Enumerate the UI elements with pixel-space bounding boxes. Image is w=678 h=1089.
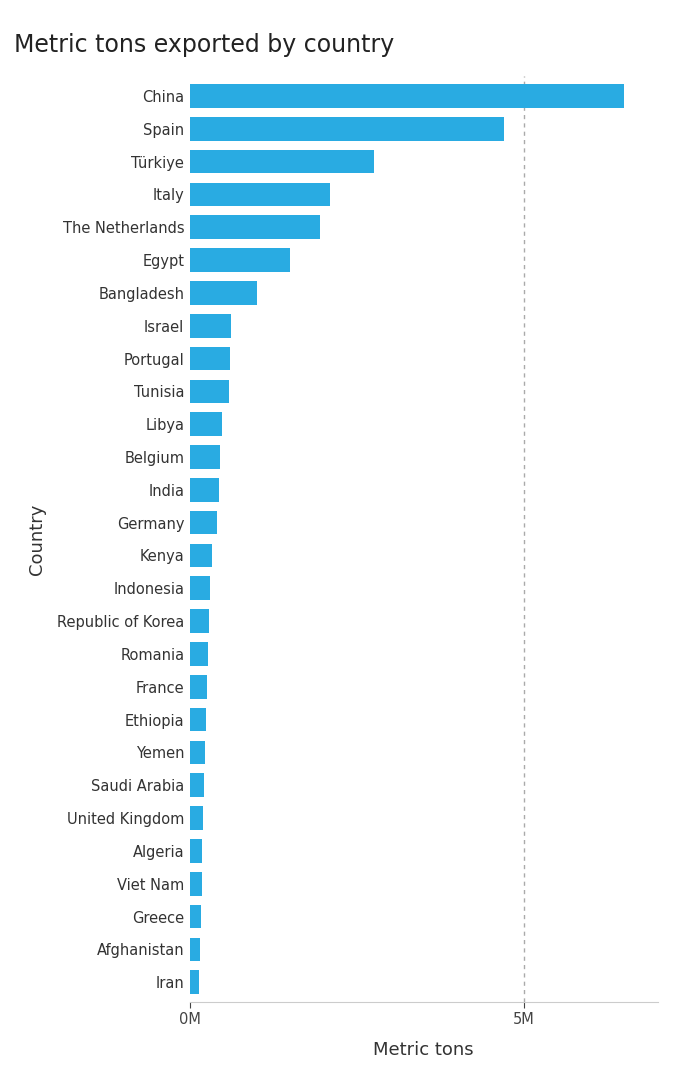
Bar <box>190 839 202 862</box>
Bar <box>190 314 231 338</box>
Y-axis label: Country: Country <box>28 503 46 575</box>
Bar <box>190 543 212 567</box>
Bar <box>190 380 228 403</box>
Bar <box>190 610 209 633</box>
Bar <box>190 248 290 272</box>
Bar <box>190 938 199 962</box>
Bar <box>190 576 210 600</box>
Bar <box>190 905 201 928</box>
Bar <box>190 806 203 830</box>
Bar <box>190 413 222 436</box>
Bar <box>190 216 320 240</box>
Bar <box>190 346 230 370</box>
Bar <box>190 675 207 698</box>
Bar <box>190 741 205 764</box>
Bar <box>190 872 201 895</box>
Bar <box>190 445 220 468</box>
X-axis label: Metric tons: Metric tons <box>374 1041 474 1060</box>
Bar <box>190 708 206 732</box>
Bar <box>190 478 218 502</box>
Bar <box>190 150 374 173</box>
Bar <box>190 117 504 140</box>
Bar <box>190 511 217 535</box>
Bar <box>190 84 624 108</box>
Bar <box>190 643 207 665</box>
Bar <box>190 183 330 206</box>
Text: Metric tons exported by country: Metric tons exported by country <box>14 33 394 57</box>
Bar <box>190 773 204 797</box>
Bar <box>190 281 257 305</box>
Bar <box>190 970 199 994</box>
